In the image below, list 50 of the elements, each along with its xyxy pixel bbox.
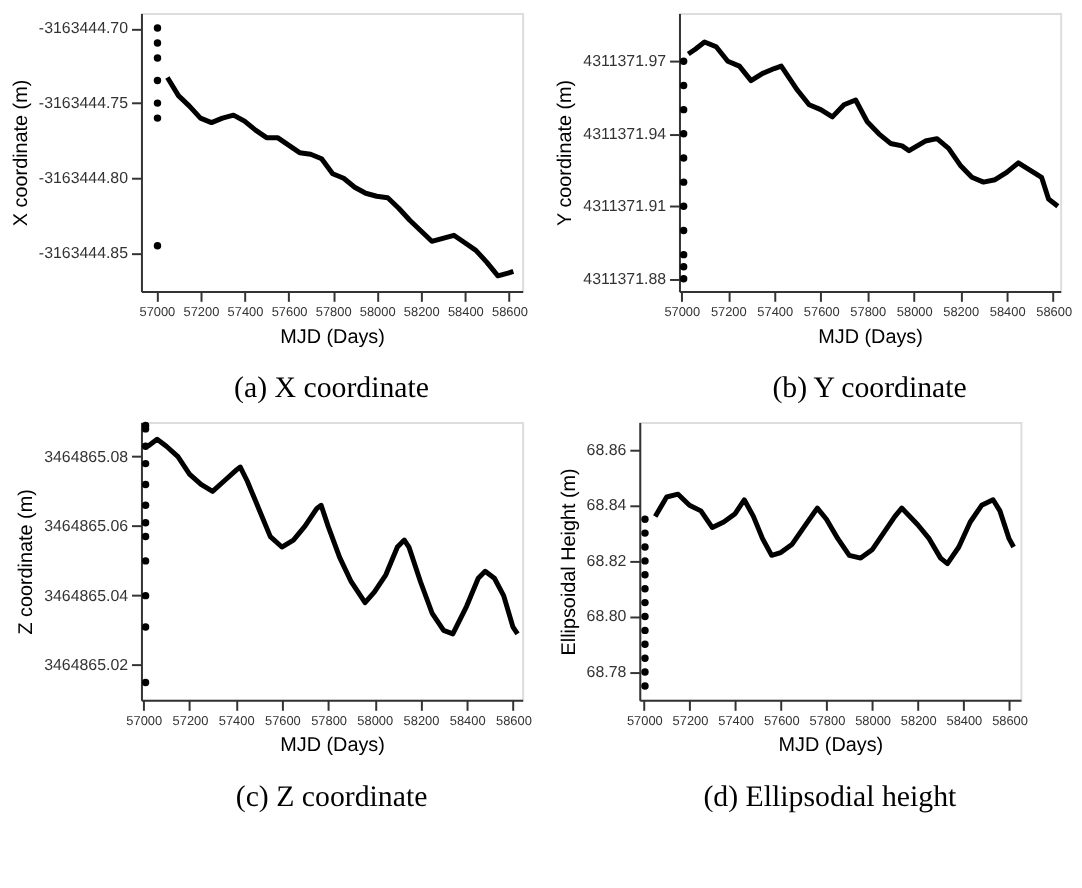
text: (d) Ellipsodial height — [703, 782, 959, 815]
y-axis-title: Ellipsoidal Height (m) — [558, 468, 581, 656]
x-axis-title: MJD (Days) — [280, 326, 385, 349]
point — [641, 515, 649, 523]
point — [153, 76, 162, 85]
y-tick-label: -3163444.85 — [38, 244, 130, 263]
y-tick-label: -3163444.70 — [38, 18, 130, 37]
text: (c) Z coordinate — [235, 782, 429, 815]
point — [153, 114, 162, 122]
y-tick-label: -3163444.75 — [38, 94, 130, 113]
y-tick-label: 4311371.91 — [583, 197, 668, 216]
y-tick-label: 4311371.94 — [583, 124, 668, 143]
point — [641, 584, 649, 593]
point — [641, 654, 649, 662]
y-tick-label: 68.82 — [586, 551, 628, 570]
point — [641, 557, 649, 565]
point — [153, 99, 162, 107]
y-tick-label: 3464865.04 — [44, 586, 130, 605]
x-axis-title: MJD (Days) — [818, 326, 923, 349]
y-tick-label: 3464865.06 — [44, 517, 130, 536]
point — [641, 668, 649, 676]
point — [153, 39, 162, 47]
y-tick-label: 68.78 — [586, 663, 628, 682]
x-axis-title: MJD (Days) — [778, 735, 884, 758]
text: (a) X coordinate — [234, 373, 430, 406]
y-axis-title: Z coordinate (m) — [16, 489, 39, 635]
x-axis-title: MJD (Days) — [280, 735, 385, 758]
y-axis-title: X coordinate (m) — [10, 79, 33, 227]
y-tick-label: 68.84 — [586, 496, 628, 515]
point — [641, 612, 649, 621]
point — [153, 54, 162, 62]
line-series — [652, 491, 1017, 567]
point — [641, 640, 649, 648]
point — [153, 242, 162, 250]
y-tick-label: 3464865.02 — [44, 656, 130, 675]
point — [641, 598, 649, 607]
y-tick-label: 4311371.97 — [583, 52, 668, 71]
point — [641, 571, 649, 579]
y-tick-label: 68.80 — [586, 607, 628, 626]
text: (b) Y coordinate — [772, 373, 968, 406]
y-tick-label: -3163444.80 — [38, 169, 130, 188]
y-tick-label: 4311371.88 — [583, 269, 668, 288]
point — [641, 682, 649, 690]
point — [153, 24, 162, 32]
y-tick-label: 3464865.08 — [44, 447, 130, 466]
point — [641, 626, 649, 635]
point — [641, 543, 649, 551]
point — [641, 529, 649, 537]
y-tick-label: 68.86 — [586, 440, 628, 459]
y-axis-title: Y coordinate (m) — [555, 79, 578, 226]
